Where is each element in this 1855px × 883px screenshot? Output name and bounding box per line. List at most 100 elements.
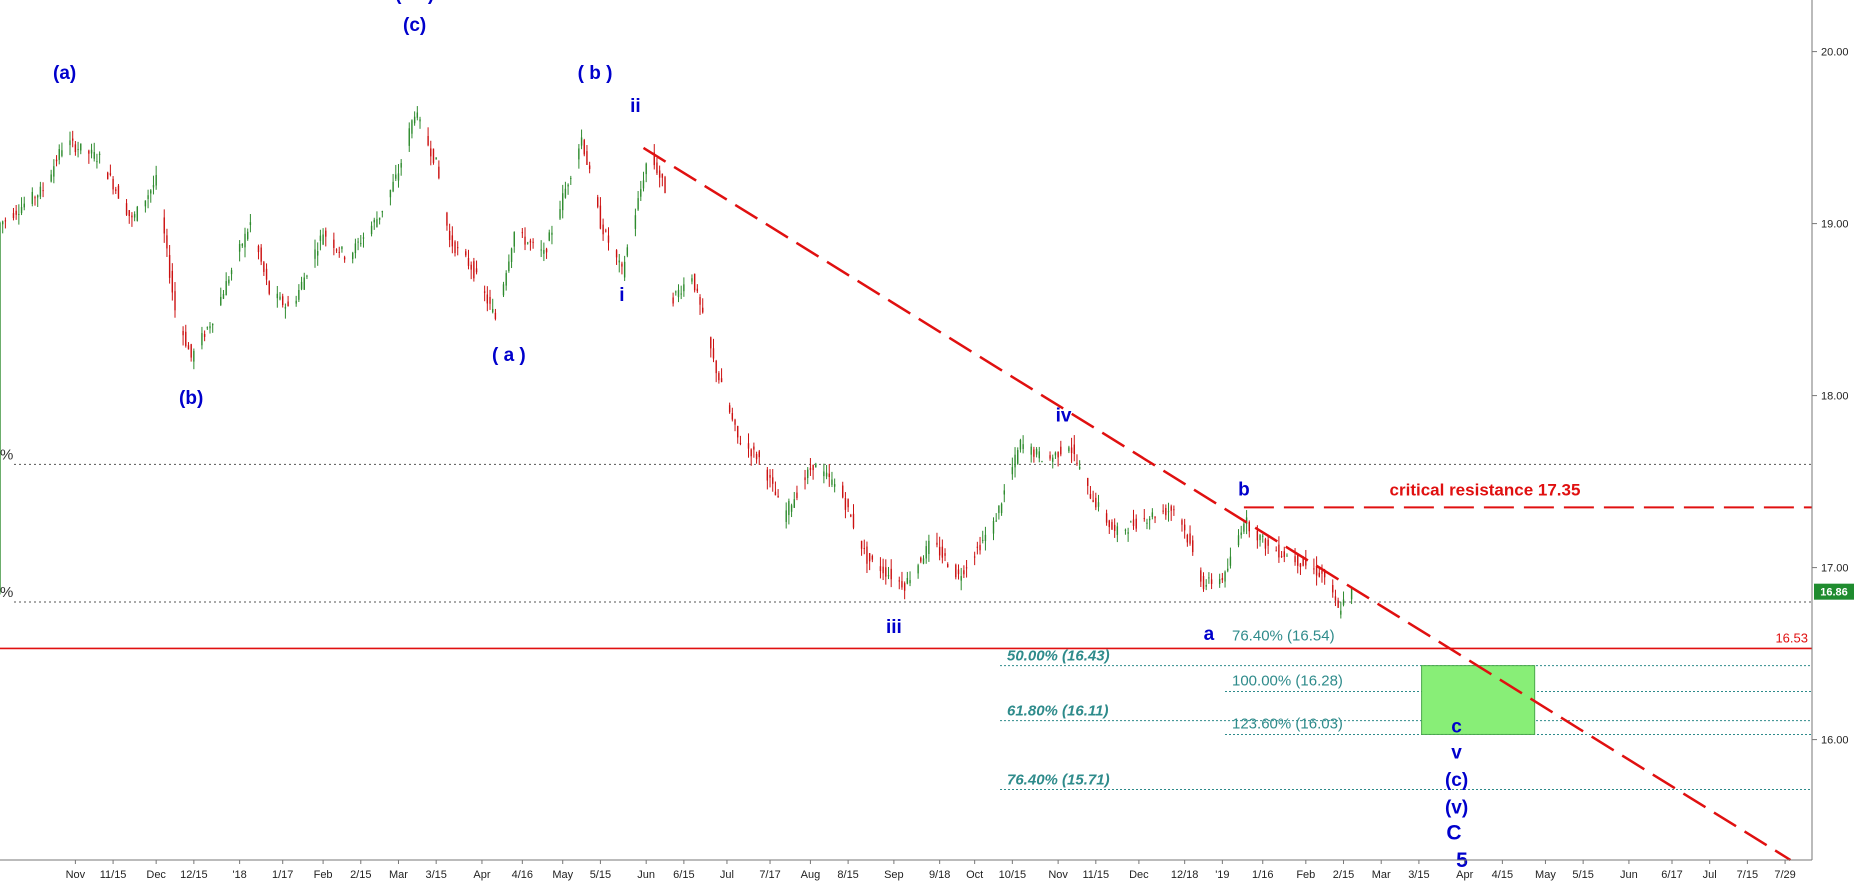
candle-body bbox=[938, 546, 941, 556]
candle-body bbox=[637, 198, 639, 210]
candle-body bbox=[470, 264, 472, 270]
candle-body bbox=[1342, 599, 1345, 605]
x-tick-label: Jun bbox=[637, 869, 655, 881]
candle-body bbox=[675, 291, 677, 293]
candle-body bbox=[1297, 553, 1299, 566]
candle-body bbox=[438, 166, 440, 179]
candle-body bbox=[850, 514, 852, 517]
x-tick-label: 9/18 bbox=[929, 869, 950, 881]
candle-body bbox=[193, 350, 195, 362]
candle-body bbox=[1030, 446, 1032, 455]
wave-label: ( a ) bbox=[492, 345, 526, 366]
candle-body bbox=[163, 217, 165, 234]
candle-body bbox=[543, 250, 545, 254]
candle-body bbox=[413, 116, 416, 124]
candle-body bbox=[1116, 526, 1119, 535]
candle-body bbox=[868, 553, 871, 562]
candle-body bbox=[1294, 556, 1296, 563]
candle-body bbox=[1321, 570, 1323, 574]
candle-body bbox=[1189, 533, 1191, 544]
candle-body bbox=[220, 296, 222, 305]
candle-body bbox=[718, 373, 720, 381]
candle-body bbox=[1334, 596, 1337, 601]
candle-body bbox=[831, 479, 833, 485]
candle-body bbox=[263, 262, 265, 272]
candle-body bbox=[1014, 454, 1016, 468]
x-tick-label: '18 bbox=[232, 869, 246, 881]
candle-body bbox=[508, 261, 510, 271]
candle-body bbox=[833, 484, 836, 487]
candle-body bbox=[1302, 556, 1304, 566]
y-tick-label: 20.00 bbox=[1821, 47, 1849, 59]
candle-body bbox=[1267, 539, 1269, 546]
candle-body bbox=[378, 217, 381, 220]
candle-body bbox=[1262, 535, 1264, 537]
candle-body bbox=[570, 177, 572, 179]
candle-body bbox=[1283, 551, 1285, 557]
candle-body bbox=[1000, 503, 1003, 514]
candle-body bbox=[982, 539, 984, 541]
candle-body bbox=[432, 148, 435, 163]
candle-body bbox=[166, 235, 168, 249]
candle-body bbox=[887, 575, 890, 577]
wave-label: (c) bbox=[1445, 770, 1468, 791]
candle-body bbox=[532, 241, 534, 243]
candle-body bbox=[322, 234, 324, 245]
candle-body bbox=[623, 261, 626, 278]
candle-body bbox=[287, 301, 289, 307]
candle-body bbox=[1305, 558, 1307, 566]
candle-body bbox=[634, 215, 637, 229]
x-tick-label: 5/15 bbox=[590, 869, 611, 881]
candle-body bbox=[12, 213, 15, 218]
candle-body bbox=[282, 296, 284, 306]
candle-body bbox=[828, 473, 830, 477]
candlestick-series bbox=[0, 106, 1353, 619]
candle-body bbox=[1218, 579, 1221, 585]
candle-body bbox=[852, 513, 855, 528]
candle-body bbox=[696, 288, 699, 292]
candle-body bbox=[276, 293, 279, 299]
candle-body bbox=[360, 243, 362, 245]
candle-body bbox=[825, 472, 828, 477]
candle-body bbox=[903, 583, 906, 591]
critical-resistance-label: critical resistance 17.35 bbox=[1390, 480, 1581, 499]
candle-body bbox=[238, 244, 241, 252]
fib-extension-label: 100.00% (16.28) bbox=[1232, 672, 1343, 689]
candle-body bbox=[228, 279, 230, 284]
x-tick-label: 12/15 bbox=[180, 869, 208, 881]
candle-body bbox=[1210, 579, 1213, 584]
candle-body bbox=[435, 157, 437, 160]
candle-body bbox=[168, 255, 171, 278]
candle-body bbox=[928, 540, 930, 554]
candle-body bbox=[90, 149, 93, 154]
candle-body bbox=[521, 232, 524, 234]
candle-body bbox=[395, 174, 397, 179]
candle-body bbox=[249, 222, 252, 225]
candle-body bbox=[615, 250, 618, 258]
candle-body bbox=[1135, 518, 1137, 529]
candle-body bbox=[69, 140, 71, 146]
candle-body bbox=[753, 446, 755, 450]
wave-label: (b) bbox=[179, 388, 203, 409]
candle-body bbox=[793, 499, 795, 508]
candle-body bbox=[1011, 467, 1014, 475]
candle-body bbox=[529, 240, 532, 243]
candle-body bbox=[580, 137, 583, 146]
candle-body bbox=[559, 209, 561, 219]
candle-body bbox=[1275, 550, 1277, 552]
candle-body bbox=[109, 173, 112, 175]
candle-body bbox=[1095, 497, 1097, 508]
candle-body bbox=[963, 570, 965, 575]
candle-body bbox=[702, 307, 704, 313]
candle-body bbox=[39, 186, 42, 197]
candle-body bbox=[562, 193, 564, 211]
wave-label: ii bbox=[630, 96, 641, 117]
wave-label: v bbox=[1451, 743, 1462, 764]
candle-body bbox=[1264, 539, 1267, 549]
candle-body bbox=[136, 206, 139, 221]
candle-body bbox=[607, 235, 610, 243]
candle-body bbox=[898, 580, 900, 582]
x-tick-label: Jun bbox=[1620, 869, 1638, 881]
candle-body bbox=[747, 443, 750, 449]
candle-body bbox=[335, 249, 338, 251]
